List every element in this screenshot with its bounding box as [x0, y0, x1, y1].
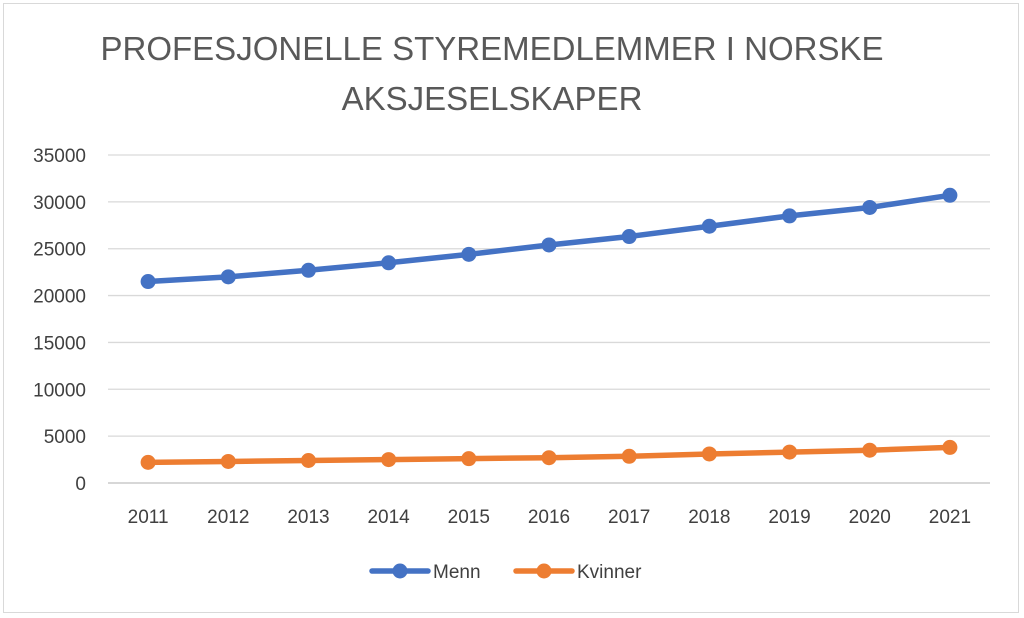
data-point [461, 246, 477, 262]
data-point [621, 448, 637, 464]
y-tick-label: 0 [75, 474, 86, 495]
data-point [381, 255, 397, 271]
x-tick-label: 2018 [688, 507, 730, 528]
data-point [220, 269, 236, 285]
data-point [621, 229, 637, 245]
legend: Menn Kvinner [369, 562, 642, 583]
x-tick-label: 2013 [287, 507, 329, 528]
chart-title-line-1: PROFESJONELLE STYREMEDLEMMER I NORSKE [101, 30, 884, 67]
y-tick-label: 30000 [33, 193, 86, 214]
y-tick-label: 15000 [33, 333, 86, 354]
x-tick-label: 2015 [448, 507, 490, 528]
x-tick-label: 2020 [849, 507, 891, 528]
legend-swatch-marker [392, 563, 408, 579]
x-tick-label: 2014 [367, 507, 410, 528]
data-point [782, 208, 798, 224]
data-point [300, 453, 316, 469]
gridlines [108, 154, 990, 484]
data-point [862, 199, 878, 215]
x-tick-label: 2012 [207, 507, 249, 528]
y-tick-label: 20000 [33, 287, 86, 308]
data-point [381, 452, 397, 468]
data-point [701, 446, 717, 462]
y-axis-ticks: 0 5000 10000 15000 20000 25000 30000 35000 [33, 146, 86, 495]
chart-frame [3, 3, 1019, 613]
y-tick-label: 25000 [33, 240, 86, 261]
data-point [782, 444, 798, 460]
legend-label: Menn [433, 562, 481, 583]
legend-label: Kvinner [577, 562, 642, 583]
data-point [541, 237, 557, 253]
legend-swatch-marker [536, 563, 552, 579]
x-tick-label: 2011 [128, 507, 169, 528]
x-tick-label: 2021 [929, 507, 971, 528]
data-point [701, 218, 717, 234]
chart-title-line-2: AKSJESELSKAPER [342, 80, 643, 117]
data-point [942, 187, 958, 203]
data-point [862, 442, 878, 458]
series-lines [140, 187, 958, 470]
data-point [140, 454, 156, 470]
x-tick-label: 2016 [528, 507, 570, 528]
data-point [300, 262, 316, 278]
x-tick-label: 2017 [608, 507, 650, 528]
x-tick-label: 2019 [768, 507, 810, 528]
data-point [140, 274, 156, 290]
data-point [220, 453, 236, 469]
x-axis-ticks: 2011 2012 2013 2014 2015 2016 2017 2018 2019 2020… [128, 507, 971, 528]
data-point [942, 439, 958, 455]
data-point [461, 451, 477, 467]
y-tick-label: 10000 [33, 380, 86, 401]
y-tick-label: 5000 [44, 427, 86, 448]
data-point [541, 450, 557, 466]
y-tick-label: 35000 [33, 146, 86, 167]
